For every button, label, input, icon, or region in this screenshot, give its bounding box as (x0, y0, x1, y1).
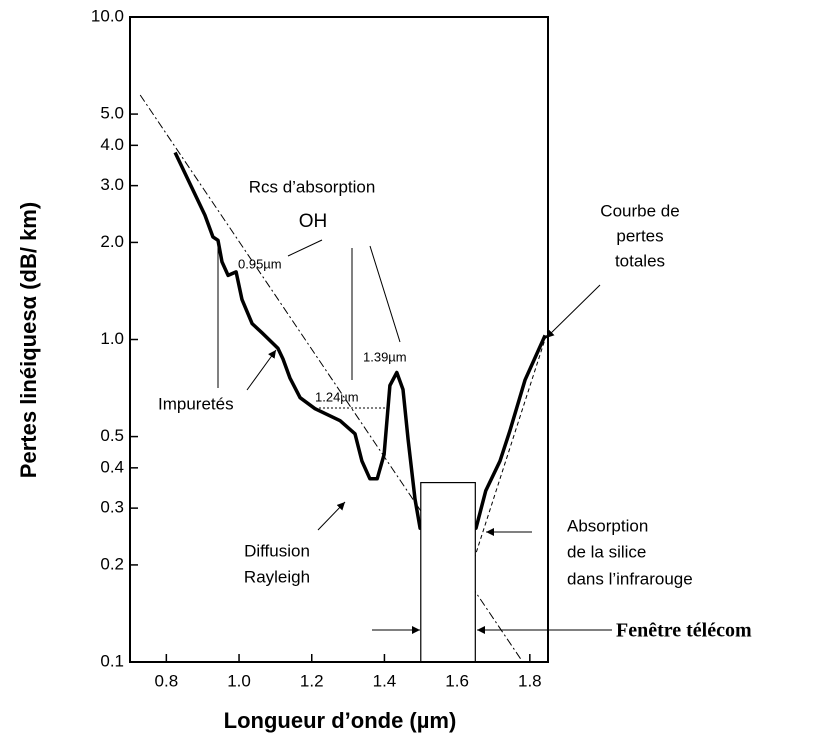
annotation: Rayleigh (244, 567, 310, 586)
annotation: pertes (616, 226, 663, 245)
telecom-window (420, 481, 476, 663)
annotation: Courbe de (600, 201, 679, 220)
annotation: Impuretés (158, 394, 234, 413)
series-line (139, 94, 523, 661)
y-tick-label: 0.4 (100, 457, 124, 476)
y-tick-label: 5.0 (100, 104, 124, 123)
y-tick-label: 4.0 (100, 135, 124, 154)
y-tick-label: 0.2 (100, 554, 124, 573)
x-axis-label: Longueur d’onde (µm) (224, 708, 457, 733)
x-tick-label: 1.6 (445, 671, 469, 690)
y-tick-label: 10.0 (91, 6, 124, 25)
y-tick-label: 0.5 (100, 426, 124, 445)
series-line (173, 151, 547, 530)
x-tick-label: 1.8 (518, 671, 542, 690)
annotation: 0.95µm (238, 256, 282, 271)
x-tick-label: 0.8 (155, 671, 179, 690)
annotation: 1.24µm (315, 389, 359, 404)
x-tick-label: 1.2 (300, 671, 324, 690)
annotation: totales (615, 251, 665, 270)
y-tick-label: 0.3 (100, 498, 124, 517)
y-tick-label: 0.1 (100, 651, 124, 670)
annotation-leaders (217, 239, 612, 634)
annotation: OH (299, 211, 328, 232)
x-tick-label: 1.0 (227, 671, 251, 690)
annotation: de la silice (567, 542, 646, 561)
annotation: Diffusion (244, 541, 310, 560)
annotation: 1.39µm (363, 349, 407, 364)
y-axis-label: Pertes linéiquesα (dB/ km) (16, 202, 41, 478)
annotation: dans l’infrarouge (567, 569, 693, 588)
plot-frame (129, 16, 549, 663)
series-line (469, 329, 549, 573)
annotation: Absorption (567, 516, 648, 535)
annotation: Fenêtre télécom (616, 620, 752, 642)
y-tick-label: 2.0 (100, 232, 124, 251)
y-tick-label: 1.0 (100, 329, 124, 348)
y-tick-label: 3.0 (100, 175, 124, 194)
x-tick-label: 1.4 (373, 671, 397, 690)
annotation: Rcs d’absorption (249, 177, 376, 196)
